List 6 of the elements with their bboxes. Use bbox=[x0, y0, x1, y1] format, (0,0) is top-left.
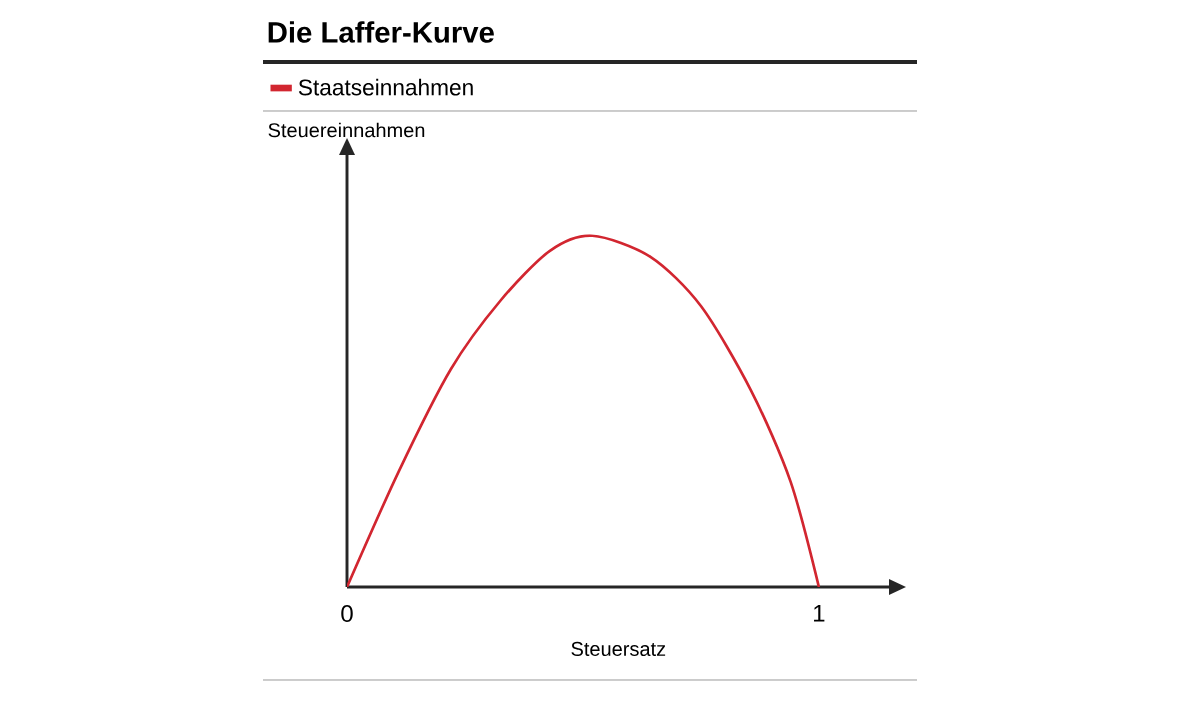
legend-label: Staatseinnahmen bbox=[298, 78, 473, 96]
x-axis-title: Steuersatz bbox=[571, 641, 666, 656]
x-tick-label: 1 bbox=[814, 605, 825, 622]
y-axis-title: Steuereinnahmen bbox=[268, 122, 425, 138]
chart-title: Die Laffer-Kurve bbox=[268, 21, 494, 43]
x-tick-label: 0 bbox=[341, 605, 353, 623]
